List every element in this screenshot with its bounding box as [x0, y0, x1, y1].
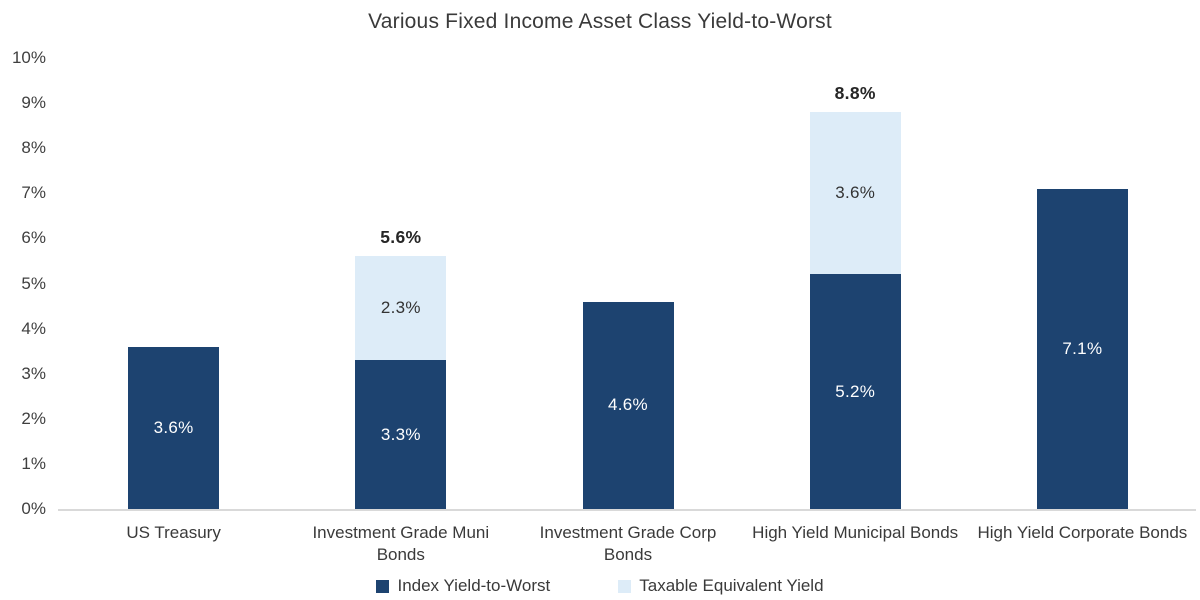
chart-title: Various Fixed Income Asset Class Yield-t…	[368, 10, 832, 33]
bar-value-label: 3.3%	[380, 424, 421, 444]
bar-total-label: 5.6%	[380, 227, 422, 248]
legend-label: Taxable Equivalent Yield	[639, 576, 824, 595]
y-axis-tick-label: 3%	[21, 363, 46, 383]
bar-value-label: 2.3%	[380, 298, 421, 318]
bar-segment: 3.6%	[128, 346, 220, 509]
y-axis-tick-label: 4%	[21, 318, 46, 338]
y-axis-tick-label: 0%	[21, 499, 46, 518]
y-axis-tick-label: 2%	[21, 408, 46, 428]
legend-label: Index Yield-to-Worst	[397, 576, 551, 595]
y-axis-tick-label: 10%	[11, 48, 46, 67]
legend-item: Index Yield-to-Worst	[376, 576, 550, 596]
legend-swatch-icon	[376, 579, 390, 593]
legend: Index Yield-to-Worst Taxable Equivalent Y…	[0, 576, 1200, 596]
bar-value-label: 5.2%	[835, 381, 876, 401]
bar-value-label: 4.6%	[608, 395, 648, 415]
y-axis-tick-label: 6%	[21, 228, 46, 248]
y-axis-tick-label: 7%	[21, 183, 46, 203]
bar-segment: 7.1%	[1036, 188, 1128, 509]
x-axis-line	[58, 509, 1196, 511]
x-axis-category-label: Investment Grade Corp Bonds	[539, 523, 717, 565]
y-axis-tick-label: 9%	[21, 93, 46, 113]
bar-value-label: 7.1%	[1062, 338, 1103, 358]
x-axis-category-label: High Yield Municipal Bonds	[752, 523, 959, 542]
legend-item: Taxable Equivalent Yield	[618, 576, 824, 596]
y-axis-tick-label: 5%	[21, 273, 46, 293]
legend-swatch-icon	[618, 579, 632, 593]
x-axis-category-label: Investment Grade Muni Bonds	[312, 523, 490, 565]
x-axis-category-label: US Treasury	[126, 523, 221, 542]
bar-segment: 5.2%	[809, 274, 901, 509]
bar-value-label: 3.6%	[153, 417, 194, 437]
bar-segment: 3.3%	[355, 360, 447, 509]
y-axis-tick-label: 1%	[21, 453, 46, 473]
bar-value-label: 3.6%	[835, 183, 876, 203]
y-axis-tick-label: 8%	[21, 138, 46, 158]
bar-segment: 3.6%	[809, 112, 901, 275]
bar-segment: 2.3%	[355, 256, 447, 361]
x-axis-category-label: High Yield Corporate Bonds	[977, 523, 1188, 542]
bar-segment: 4.6%	[582, 301, 674, 509]
bar-total-label: 8.8%	[834, 83, 876, 104]
